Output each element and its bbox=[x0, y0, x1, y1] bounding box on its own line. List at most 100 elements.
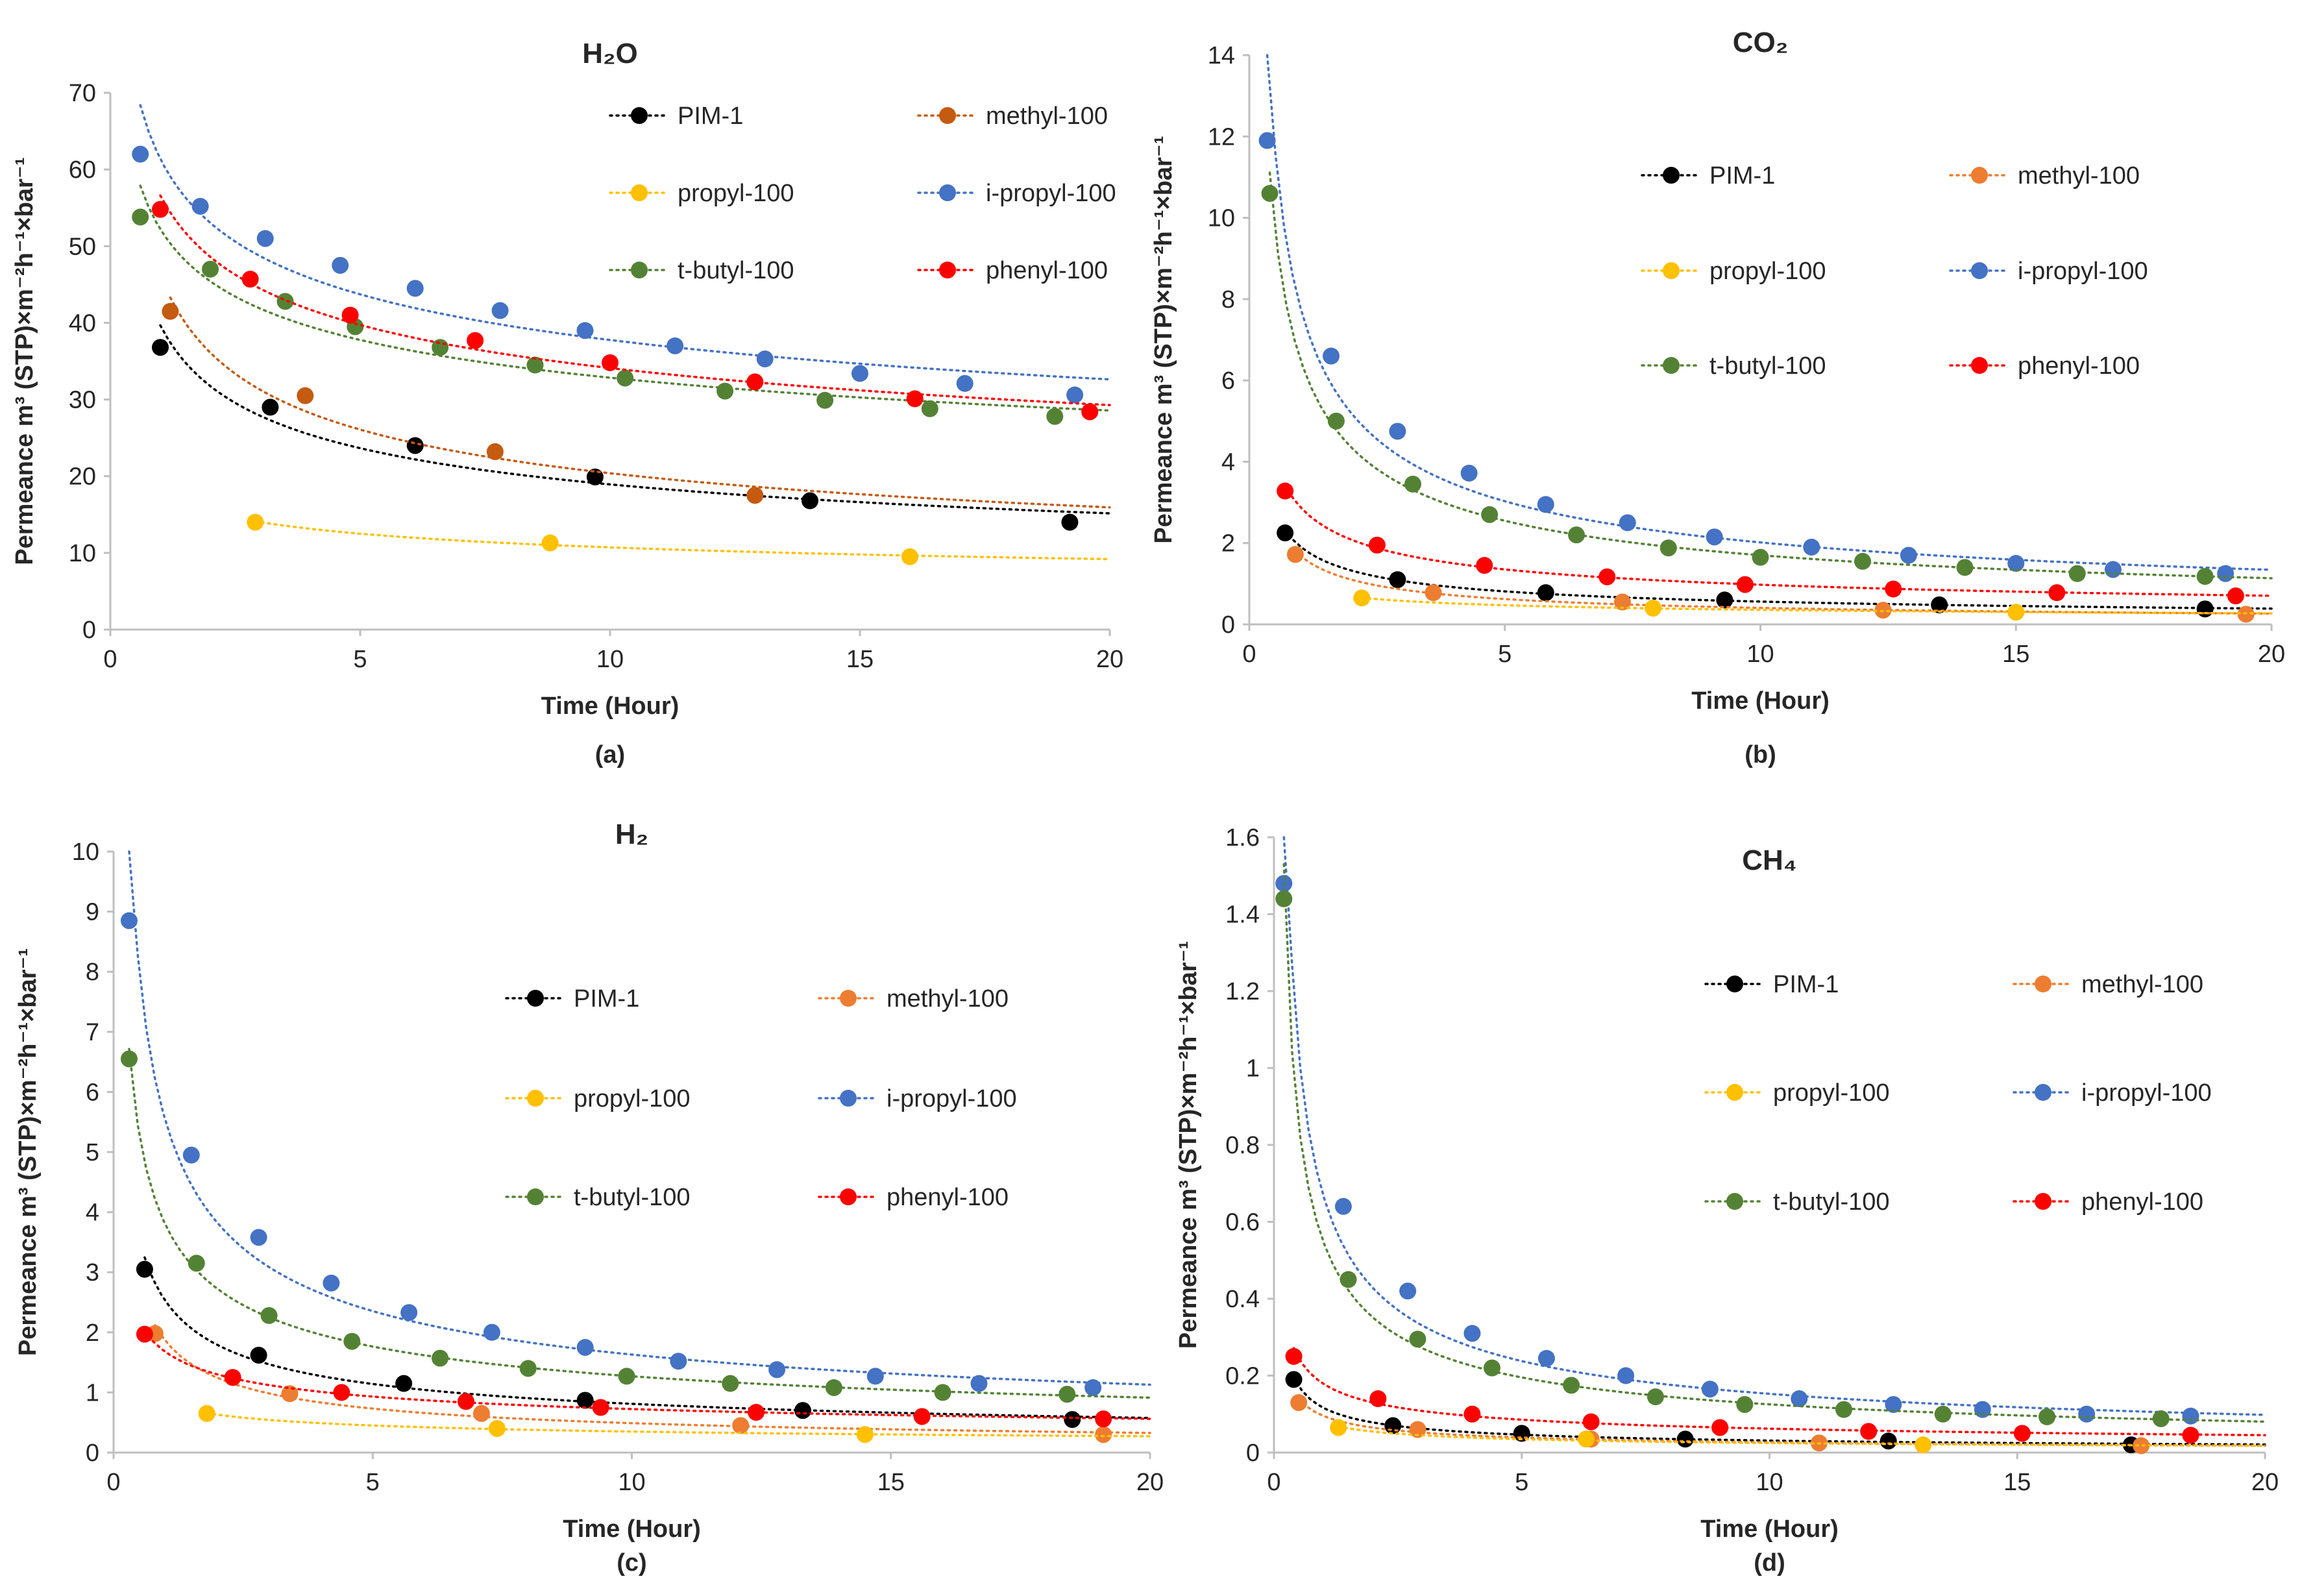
data-point bbox=[1399, 1283, 1417, 1300]
data-point bbox=[1095, 1410, 1112, 1428]
legend-label: propyl-100 bbox=[1709, 258, 1826, 285]
series-PIM-1: PIM-1 bbox=[136, 985, 1151, 1429]
data-point bbox=[1066, 386, 1084, 404]
trendline bbox=[159, 194, 1111, 406]
trendline bbox=[1294, 550, 2273, 615]
panel-caption: (d) bbox=[1754, 1549, 1785, 1577]
legend-label: propyl-100 bbox=[678, 180, 794, 207]
data-point bbox=[250, 1229, 267, 1246]
trendline bbox=[143, 1256, 1151, 1419]
data-point bbox=[1880, 1432, 1897, 1450]
legend-label: methyl-100 bbox=[986, 103, 1108, 130]
data-point bbox=[1716, 591, 1733, 609]
data-point bbox=[901, 548, 918, 565]
data-point bbox=[1537, 496, 1554, 513]
trendline bbox=[1282, 836, 2266, 1416]
data-point bbox=[488, 1419, 506, 1437]
legend-marker bbox=[939, 262, 956, 278]
trendline bbox=[1360, 596, 2273, 615]
data-point bbox=[519, 1360, 537, 1377]
data-point bbox=[1791, 1390, 1808, 1408]
data-point bbox=[1353, 589, 1371, 607]
trendline bbox=[1266, 54, 2273, 571]
data-point bbox=[1409, 1331, 1427, 1348]
x-tick-label: 0 bbox=[1242, 641, 1256, 668]
x-tick-label: 5 bbox=[353, 646, 367, 673]
legend-label: methyl-100 bbox=[2018, 162, 2140, 190]
data-point bbox=[722, 1375, 739, 1392]
legend-marker bbox=[939, 184, 956, 201]
y-tick-label: 50 bbox=[69, 233, 96, 260]
trendline bbox=[128, 850, 1151, 1386]
data-point bbox=[2007, 555, 2025, 572]
x-tick-label: 10 bbox=[618, 1469, 645, 1496]
data-point bbox=[1752, 548, 1769, 566]
data-point bbox=[1659, 539, 1677, 557]
chart-title: H₂O bbox=[582, 38, 638, 69]
y-tick-label: 10 bbox=[69, 540, 96, 567]
data-point bbox=[1277, 482, 1294, 500]
trendline bbox=[1284, 529, 2273, 610]
panel-c: 0 1 2 3 4 5 6 7 8 9 10 0 5 10 15 20 H₂ Time (Hour) Permean… bbox=[14, 818, 1164, 1577]
trendline bbox=[169, 296, 1111, 509]
data-point bbox=[247, 513, 264, 531]
legend-label: i-propyl-100 bbox=[986, 180, 1116, 207]
data-point bbox=[716, 382, 734, 400]
legend-label: PIM-1 bbox=[678, 103, 743, 130]
data-point bbox=[618, 1368, 635, 1385]
legend-marker bbox=[1663, 357, 1680, 374]
legend-label: phenyl-100 bbox=[2081, 1188, 2203, 1216]
data-point bbox=[188, 1255, 205, 1272]
data-point bbox=[1463, 1325, 1481, 1342]
y-tick-label: 5 bbox=[86, 1139, 99, 1166]
y-tick-label: 60 bbox=[69, 156, 96, 184]
data-point bbox=[281, 1385, 299, 1403]
data-point bbox=[1290, 1393, 1308, 1411]
data-point bbox=[120, 912, 138, 929]
data-point bbox=[198, 1405, 215, 1422]
data-point bbox=[1900, 546, 1917, 564]
data-point bbox=[1409, 1421, 1427, 1438]
data-point bbox=[276, 293, 294, 310]
series-methyl-100: methyl-100 bbox=[146, 985, 1151, 1443]
y-tick-label: 4 bbox=[86, 1199, 99, 1227]
y-axis-title: Permeance m³ (STP)×m⁻²h⁻¹×bar⁻¹ bbox=[11, 157, 38, 565]
data-point bbox=[1327, 412, 1345, 430]
x-tick-label: 10 bbox=[1756, 1469, 1783, 1496]
data-point bbox=[341, 306, 359, 324]
legend-marker bbox=[527, 990, 544, 1007]
legend-marker bbox=[939, 107, 956, 124]
data-point bbox=[1330, 1419, 1347, 1436]
data-point bbox=[2133, 1437, 2150, 1455]
data-point bbox=[343, 1332, 361, 1350]
data-point bbox=[1931, 596, 1948, 613]
y-tick-label: 20 bbox=[69, 463, 96, 491]
data-point bbox=[132, 145, 149, 163]
y-tick-label: 0 bbox=[82, 617, 96, 644]
data-point bbox=[1647, 1388, 1664, 1406]
legend-label: t-butyl-100 bbox=[574, 1184, 691, 1211]
legend-label: PIM-1 bbox=[1773, 971, 1839, 998]
trendline bbox=[1292, 1347, 2266, 1436]
data-point bbox=[670, 1353, 687, 1370]
y-tick-label: 8 bbox=[86, 959, 99, 986]
data-point bbox=[132, 208, 149, 226]
data-point bbox=[432, 1349, 449, 1367]
data-point bbox=[120, 1050, 138, 1068]
data-point bbox=[1803, 538, 1820, 556]
data-point bbox=[260, 1307, 278, 1324]
legend-label: propyl-100 bbox=[574, 1085, 691, 1112]
data-point bbox=[2007, 604, 2025, 621]
data-point bbox=[1404, 475, 1421, 493]
data-point bbox=[1081, 403, 1099, 421]
y-tick-label: 1.2 bbox=[1225, 978, 1260, 1005]
legend-label: phenyl-100 bbox=[986, 257, 1108, 284]
legend-label: PIM-1 bbox=[1709, 162, 1775, 190]
series-i-propyl-100: i-propyl-100 bbox=[1275, 836, 2266, 1425]
data-point bbox=[1711, 1419, 1729, 1436]
data-point bbox=[802, 492, 818, 509]
panel-b: 0 2 4 6 8 10 12 14 0 5 10 15 20 CO₂ Time (Hour) Permean… bbox=[1150, 27, 2285, 768]
panel-caption: (c) bbox=[617, 1549, 646, 1577]
data-point bbox=[2039, 1408, 2056, 1425]
trendline bbox=[143, 1330, 1151, 1420]
